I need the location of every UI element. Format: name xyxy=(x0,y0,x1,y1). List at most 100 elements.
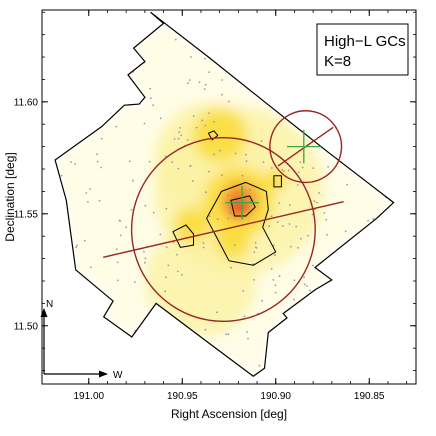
gc-point xyxy=(116,21,119,23)
gc-point xyxy=(329,362,332,365)
gc-point xyxy=(228,100,230,103)
density-blob-mid xyxy=(214,222,251,259)
gc-point xyxy=(156,353,159,356)
gc-point xyxy=(381,263,384,266)
gc-point xyxy=(221,174,223,177)
gc-point xyxy=(227,21,230,24)
gc-point xyxy=(313,348,315,351)
gc-point xyxy=(70,161,72,164)
gc-point xyxy=(179,127,182,129)
gc-point xyxy=(116,279,119,282)
gc-point xyxy=(319,360,322,362)
gc-point xyxy=(180,134,183,137)
gc-point xyxy=(155,19,158,22)
gc-point xyxy=(325,372,328,374)
gc-point xyxy=(277,63,280,65)
gc-point xyxy=(201,119,204,122)
gc-point xyxy=(115,20,117,22)
gc-point xyxy=(397,259,399,261)
compass-west-label: W xyxy=(113,370,123,381)
gc-point xyxy=(270,267,273,270)
gc-point xyxy=(361,345,364,347)
gc-point xyxy=(381,296,384,299)
gc-point xyxy=(306,103,308,105)
gc-point xyxy=(364,313,367,316)
gc-point xyxy=(303,276,305,278)
gc-point xyxy=(354,134,357,137)
gc-point xyxy=(186,139,189,141)
gc-point xyxy=(406,124,408,126)
gc-point xyxy=(278,275,281,277)
gc-point xyxy=(195,126,198,129)
gc-point xyxy=(383,352,386,354)
gc-point xyxy=(333,323,335,326)
gc-point xyxy=(313,337,316,340)
gc-point xyxy=(363,253,366,256)
gc-point xyxy=(87,363,90,366)
y-tick-label: 11.55 xyxy=(14,209,39,220)
gc-point xyxy=(72,12,75,15)
plot-area xyxy=(49,11,415,381)
gc-point xyxy=(295,225,298,228)
gc-point xyxy=(70,122,73,125)
gc-point xyxy=(296,323,298,326)
gc-point xyxy=(173,138,176,140)
gc-point xyxy=(216,218,219,221)
gc-point xyxy=(392,267,394,270)
gc-point xyxy=(323,302,325,305)
gc-point xyxy=(360,161,362,164)
gc-point xyxy=(365,304,367,307)
gc-point xyxy=(261,299,263,302)
gc-point xyxy=(298,98,300,100)
gc-point xyxy=(115,248,118,251)
y-axis-label: Declination [deg] xyxy=(3,152,17,241)
gc-point xyxy=(75,246,78,249)
gc-point xyxy=(57,95,59,98)
gc-point xyxy=(384,83,387,86)
gc-point xyxy=(357,379,359,381)
gc-point xyxy=(326,233,328,236)
gc-point xyxy=(346,183,349,186)
gc-point xyxy=(380,180,382,183)
gc-point xyxy=(347,313,350,315)
gc-point xyxy=(205,17,208,20)
gc-point xyxy=(143,250,145,253)
gc-point xyxy=(324,144,327,147)
gc-point xyxy=(352,16,355,19)
gc-point xyxy=(376,362,379,365)
gc-point xyxy=(413,23,415,25)
gc-point xyxy=(204,57,206,60)
gc-point xyxy=(112,59,115,61)
gc-point xyxy=(74,163,77,166)
gc-point xyxy=(413,37,415,39)
gc-point xyxy=(159,233,162,236)
gc-point xyxy=(340,315,343,318)
gc-point xyxy=(98,38,101,40)
gc-point xyxy=(105,78,107,80)
gc-point xyxy=(215,378,217,380)
gc-point xyxy=(171,161,174,164)
gc-point xyxy=(382,348,384,351)
density-blob-peak xyxy=(228,199,249,220)
gc-point xyxy=(49,346,51,348)
x-tick-label: 190.90 xyxy=(260,391,291,402)
gc-point xyxy=(115,99,117,102)
gc-point xyxy=(336,12,339,15)
gc-point xyxy=(192,180,194,183)
gc-point xyxy=(233,71,236,73)
gc-point xyxy=(152,104,155,107)
gc-point xyxy=(89,188,91,190)
gc-point xyxy=(366,262,369,265)
gc-point xyxy=(377,316,380,319)
gc-point xyxy=(253,279,256,281)
gc-point xyxy=(149,87,152,90)
gc-point xyxy=(106,52,109,55)
gc-point xyxy=(82,315,85,318)
gc-point xyxy=(274,284,277,287)
gc-point xyxy=(386,275,389,278)
gc-point xyxy=(297,246,299,249)
gc-point xyxy=(60,174,63,177)
density-contours xyxy=(172,130,282,266)
gc-point xyxy=(55,215,56,218)
gc-point xyxy=(192,115,195,117)
